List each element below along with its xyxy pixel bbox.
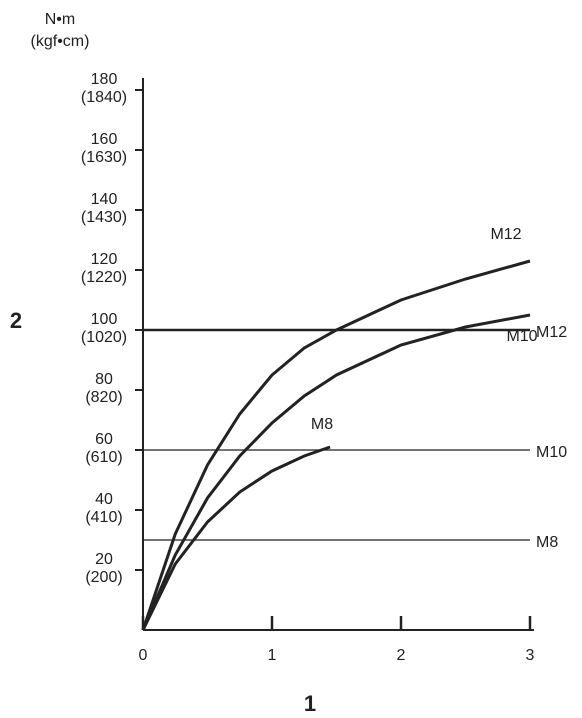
y-tick-label: 40 xyxy=(95,491,113,508)
x-tick-label: 3 xyxy=(526,647,535,664)
y-tick-alt-label: (1220) xyxy=(81,269,127,286)
y-tick-alt-label: (1020) xyxy=(81,329,127,346)
y-unit: N•m xyxy=(45,11,75,28)
curve xyxy=(141,313,531,631)
y-tick-alt-label: (410) xyxy=(85,509,122,526)
x-axis-label: 1 xyxy=(304,691,316,716)
y-tick-alt-label: (1430) xyxy=(81,209,127,226)
y-tick-alt-label: (200) xyxy=(85,569,122,586)
y-tick-label: 100 xyxy=(91,311,118,328)
reference-label: M12 xyxy=(536,324,567,341)
x-tick-label: 2 xyxy=(397,647,406,664)
y-tick-label: 20 xyxy=(95,551,113,568)
y-axis-label: 2 xyxy=(10,308,22,333)
reference-label: M8 xyxy=(536,534,558,551)
y-tick-label: 120 xyxy=(91,251,118,268)
curve xyxy=(141,445,331,631)
y-tick-alt-label: (1840) xyxy=(81,89,127,106)
y-tick-label: 60 xyxy=(95,431,113,448)
reference-label: M10 xyxy=(536,444,567,461)
y-tick-label: 80 xyxy=(95,371,113,388)
x-tick-label: 1 xyxy=(268,647,277,664)
x-tick-label: 0 xyxy=(139,647,148,664)
curve xyxy=(141,259,531,631)
y-tick-label: 180 xyxy=(91,71,118,88)
curve-label: M8 xyxy=(311,416,333,433)
curve-label: M12 xyxy=(490,226,521,243)
y-tick-label: 160 xyxy=(91,131,118,148)
y-tick-alt-label: (1630) xyxy=(81,149,127,166)
y-tick-alt-label: (610) xyxy=(85,449,122,466)
y-tick-label: 140 xyxy=(91,191,118,208)
y-unit-alt: (kgf•cm) xyxy=(31,33,90,50)
curve-label: M10 xyxy=(506,328,537,345)
y-tick-alt-label: (820) xyxy=(85,389,122,406)
